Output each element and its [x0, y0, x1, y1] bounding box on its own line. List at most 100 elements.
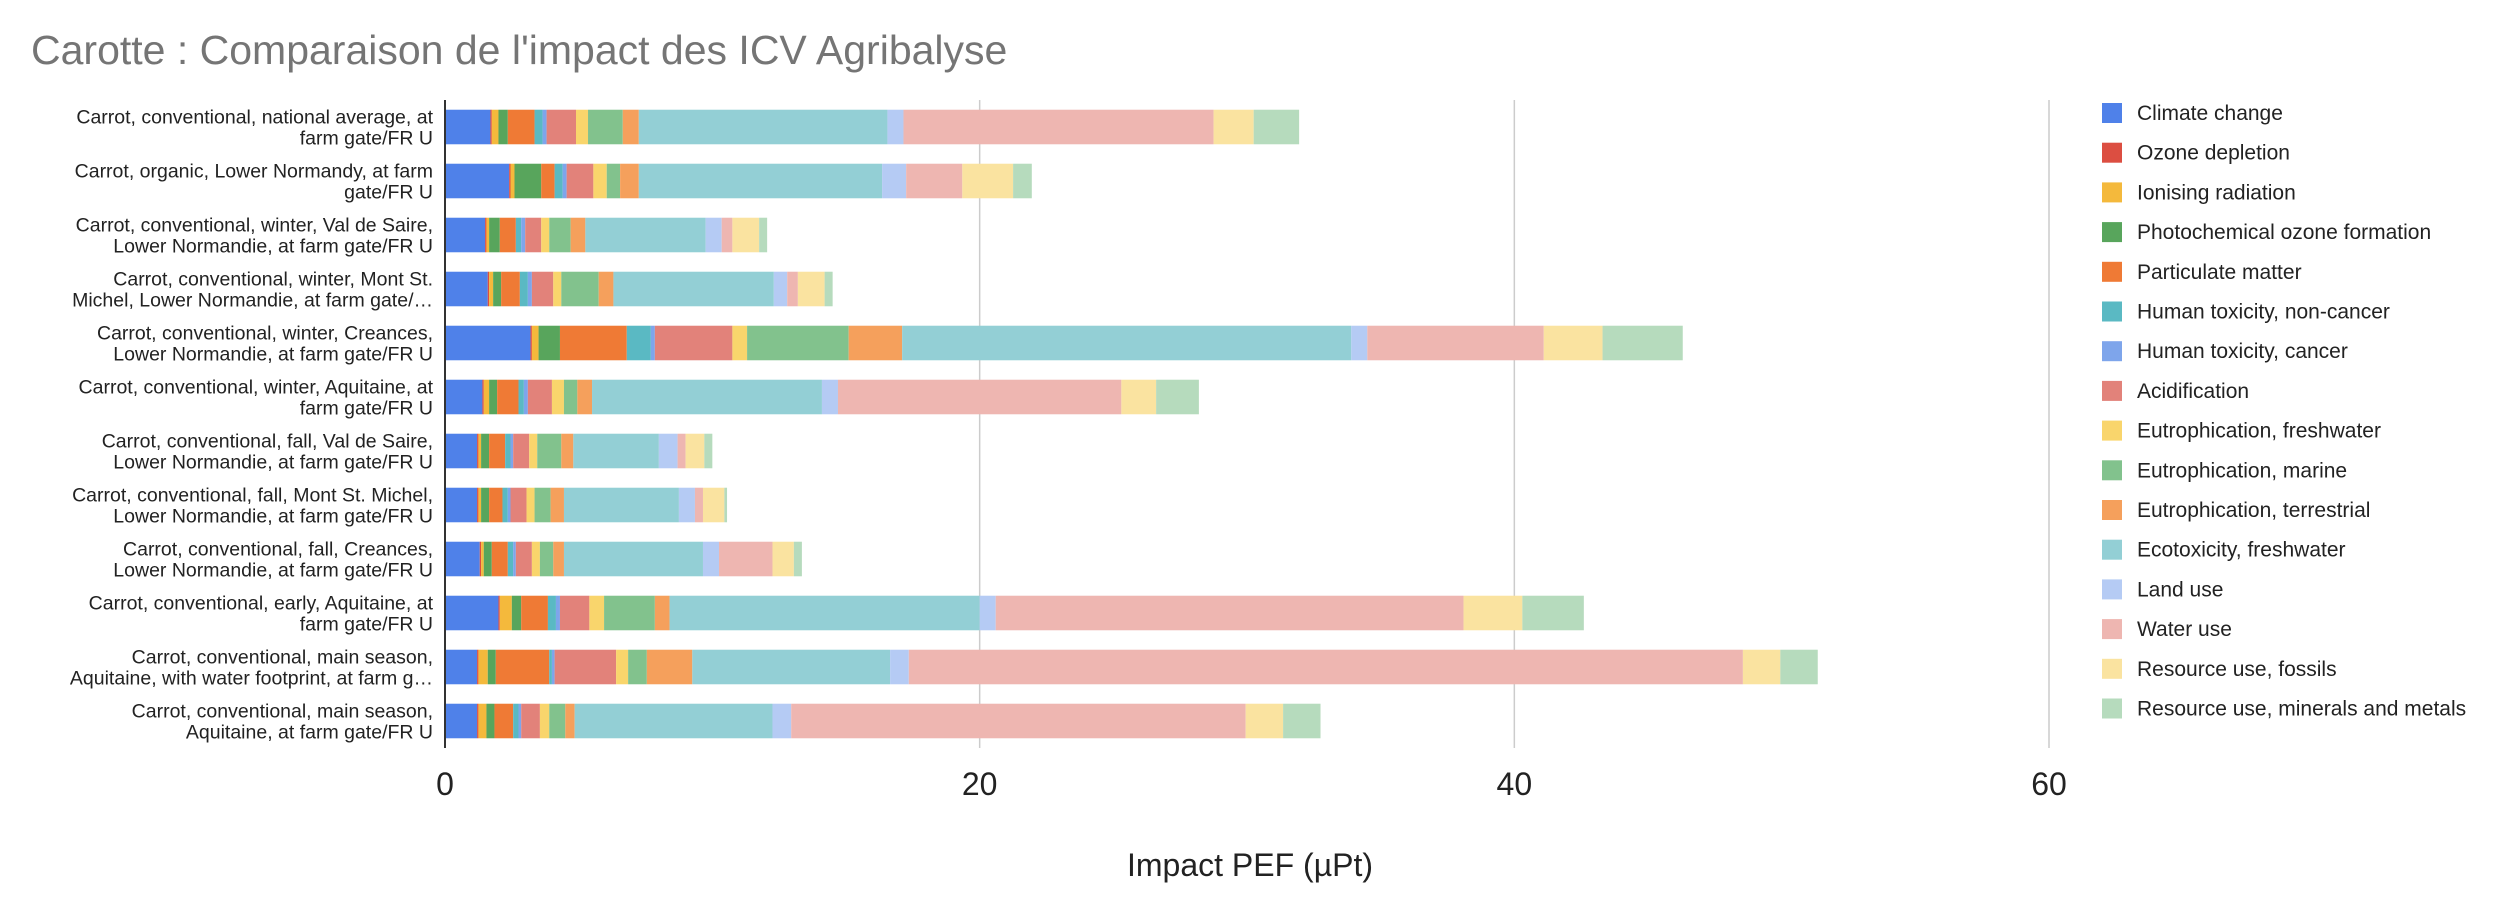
- bar-segment: [495, 649, 550, 685]
- bar-segment: [574, 703, 773, 739]
- bar-segment: [499, 217, 516, 253]
- legend-label: Acidification: [2137, 380, 2249, 403]
- category-label: Carrot, conventional, national average, …: [76, 107, 433, 150]
- legend-label: Human toxicity, cancer: [2137, 340, 2348, 363]
- bar-segment: [549, 649, 552, 685]
- bar-segment: [995, 595, 1464, 631]
- bar-segment: [638, 109, 888, 145]
- bar-segment: [650, 325, 655, 361]
- bar-segment: [507, 487, 511, 523]
- bar-segment: [499, 595, 512, 631]
- bar-segment: [626, 325, 651, 361]
- bar-segment: [563, 379, 578, 415]
- legend-swatch: [2102, 619, 2122, 640]
- bar-segment: [678, 487, 695, 523]
- bar-segment: [487, 271, 490, 307]
- bar-segment: [478, 487, 482, 523]
- bar-segment: [525, 217, 542, 253]
- bar-segment: [1013, 163, 1032, 199]
- bar-segment: [527, 271, 532, 307]
- category-label: Carrot, conventional, early, Aquitaine, …: [89, 593, 434, 636]
- bar-segment: [549, 703, 566, 739]
- bar-segment: [527, 379, 552, 415]
- bar-segment: [493, 271, 502, 307]
- bar-segment: [622, 109, 639, 145]
- bar-segment: [478, 649, 488, 685]
- bar-segment: [445, 487, 478, 523]
- legend-swatch: [2102, 261, 2122, 282]
- bar-segment: [542, 109, 547, 145]
- bar-segment: [519, 271, 528, 307]
- bar-segment: [521, 217, 526, 253]
- bar-segment: [537, 433, 562, 469]
- category-label: Carrot, conventional, main season, Aquita…: [132, 701, 433, 744]
- x-axis-title: Impact PEF (µPt): [1127, 847, 1373, 883]
- bar-segment: [482, 379, 484, 415]
- bar-segment: [554, 163, 563, 199]
- bar-segment: [445, 433, 478, 469]
- bar-segment: [445, 379, 483, 415]
- legend-label: Water use: [2137, 618, 2232, 641]
- legend-label: Ecotoxicity, freshwater: [2137, 539, 2346, 562]
- legend-swatch: [2102, 658, 2122, 679]
- bar-segment: [498, 109, 508, 145]
- bar-segment: [526, 487, 535, 523]
- bar-segment: [793, 541, 802, 577]
- bar-segment: [628, 649, 647, 685]
- x-tick-label: 40: [1497, 766, 1533, 802]
- bar-segment: [547, 595, 556, 631]
- bar-segment: [562, 163, 567, 199]
- bar-segment: [498, 595, 500, 631]
- category-label: Carrot, conventional, main season, Aquita…: [70, 647, 433, 690]
- bar-segment: [705, 217, 722, 253]
- bar-segment: [518, 703, 522, 739]
- bar-segment: [613, 271, 774, 307]
- bar-segment: [515, 541, 532, 577]
- bar-segment: [604, 595, 655, 631]
- category-label: Carrot, conventional, fall, Creances, Low…: [113, 539, 433, 582]
- bar-segment: [589, 595, 605, 631]
- bar-segment: [577, 379, 593, 415]
- bar-segment: [510, 433, 514, 469]
- bar-segment: [1742, 649, 1781, 685]
- legend-label: Eutrophication, freshwater: [2137, 420, 2381, 443]
- bar-segment: [563, 487, 679, 523]
- bar-segment: [481, 487, 490, 523]
- bar-segment: [497, 379, 519, 415]
- bar-segment: [902, 325, 1352, 361]
- legend-label: Resource use, fossils: [2137, 658, 2337, 681]
- legend-label: Eutrophication, terrestrial: [2137, 499, 2370, 522]
- bar-segment: [445, 703, 478, 739]
- bar-segment: [747, 325, 849, 361]
- bar-segment: [559, 325, 627, 361]
- category-label: Carrot, conventional, winter, Mont St. Mi…: [72, 269, 433, 312]
- bar-segment: [772, 703, 792, 739]
- bar-segment: [445, 109, 491, 145]
- bar-segment: [531, 541, 540, 577]
- bar-segment: [962, 163, 1014, 199]
- bar-segment: [791, 703, 1246, 739]
- bar-segment: [772, 541, 794, 577]
- bar-segment: [510, 487, 527, 523]
- bar-segment: [489, 271, 494, 307]
- legend-swatch: [2102, 341, 2122, 362]
- bar-segment: [702, 487, 725, 523]
- bar-segment: [513, 433, 530, 469]
- bar-segment: [511, 595, 522, 631]
- legend-swatch: [2102, 460, 2122, 481]
- legend-swatch: [2102, 142, 2122, 163]
- bar-segment: [882, 163, 907, 199]
- bar-segment: [685, 433, 705, 469]
- legend-swatch: [2102, 103, 2122, 123]
- bar-segment: [485, 217, 487, 253]
- legend-label: Human toxicity, non-cancer: [2137, 301, 2390, 324]
- bar-segment: [598, 271, 614, 307]
- bar-segment: [489, 379, 498, 415]
- bar-segment: [821, 379, 838, 415]
- bar-segment: [478, 433, 482, 469]
- bar-segment: [550, 487, 564, 523]
- bar-segment: [491, 109, 499, 145]
- bar-segment: [719, 541, 773, 577]
- bar-segment: [1602, 325, 1683, 361]
